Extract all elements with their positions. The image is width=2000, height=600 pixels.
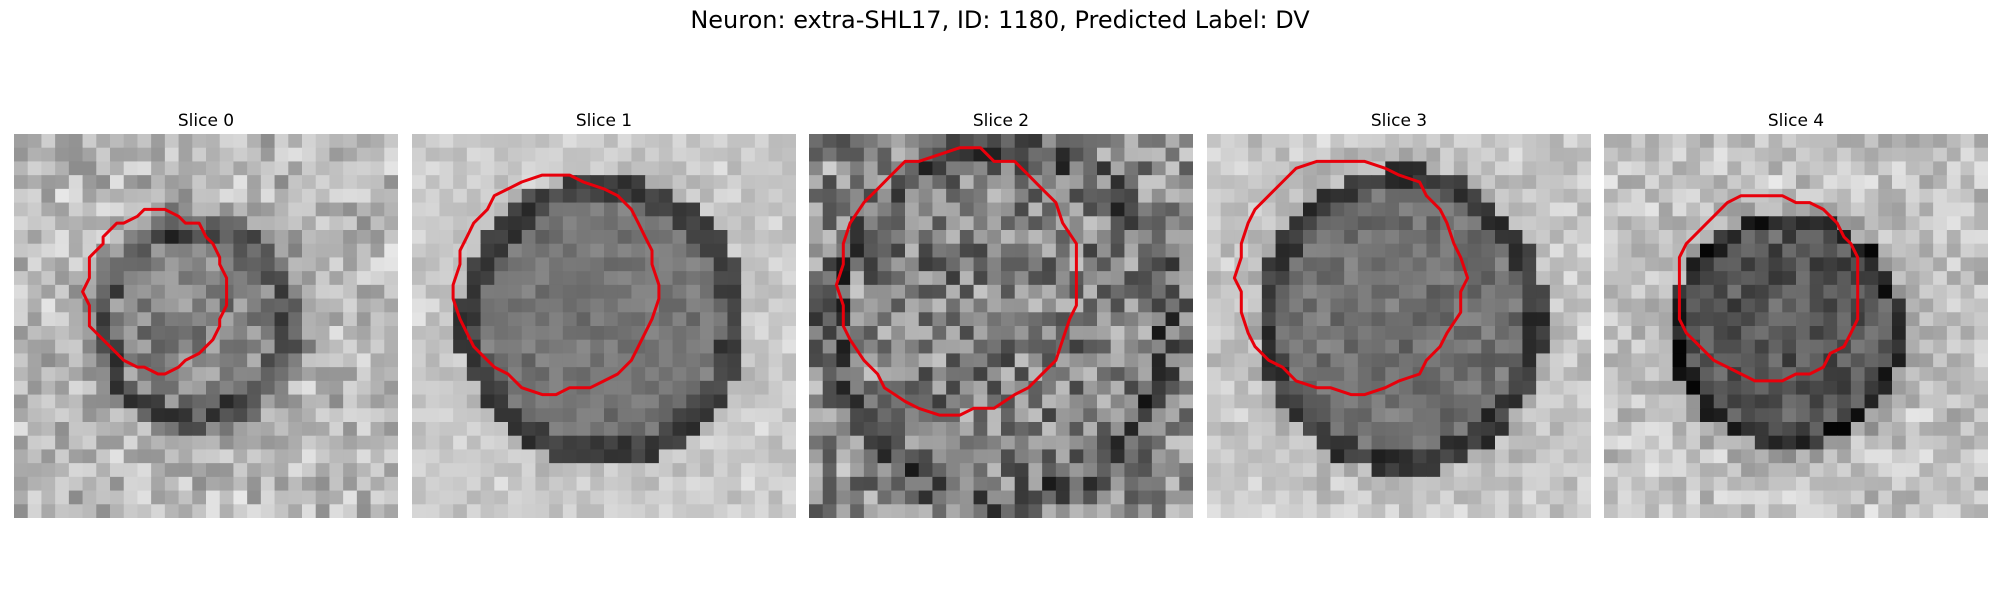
slice-title: Slice 2 [972,111,1030,131]
microscopy-image [809,134,1193,518]
segmentation-contour [1677,194,1860,383]
segmentation-contour [834,146,1078,417]
microscopy-image [14,134,398,518]
slice-panel-4: Slice 4 [1604,108,1988,518]
segmentation-contour [1232,159,1470,397]
microscopy-image [412,134,796,518]
figure-title: Neuron: extra-SHL17, ID: 1180, Predicted… [690,6,1310,34]
slice-title: Slice 1 [575,111,633,131]
microscopy-image [1604,134,1988,518]
slice-title: Slice 4 [1767,111,1825,131]
segmentation-contour [451,173,661,397]
slice-panel-0: Slice 0 [14,108,398,518]
slice-panel-1: Slice 1 [412,108,796,518]
slice-title: Slice 0 [177,111,235,131]
slice-panel-2: Slice 2 [809,108,1193,518]
slice-title: Slice 3 [1370,111,1428,131]
segmentation-contour [81,207,229,376]
microscopy-image [1207,134,1591,518]
slice-panel-3: Slice 3 [1207,108,1591,518]
